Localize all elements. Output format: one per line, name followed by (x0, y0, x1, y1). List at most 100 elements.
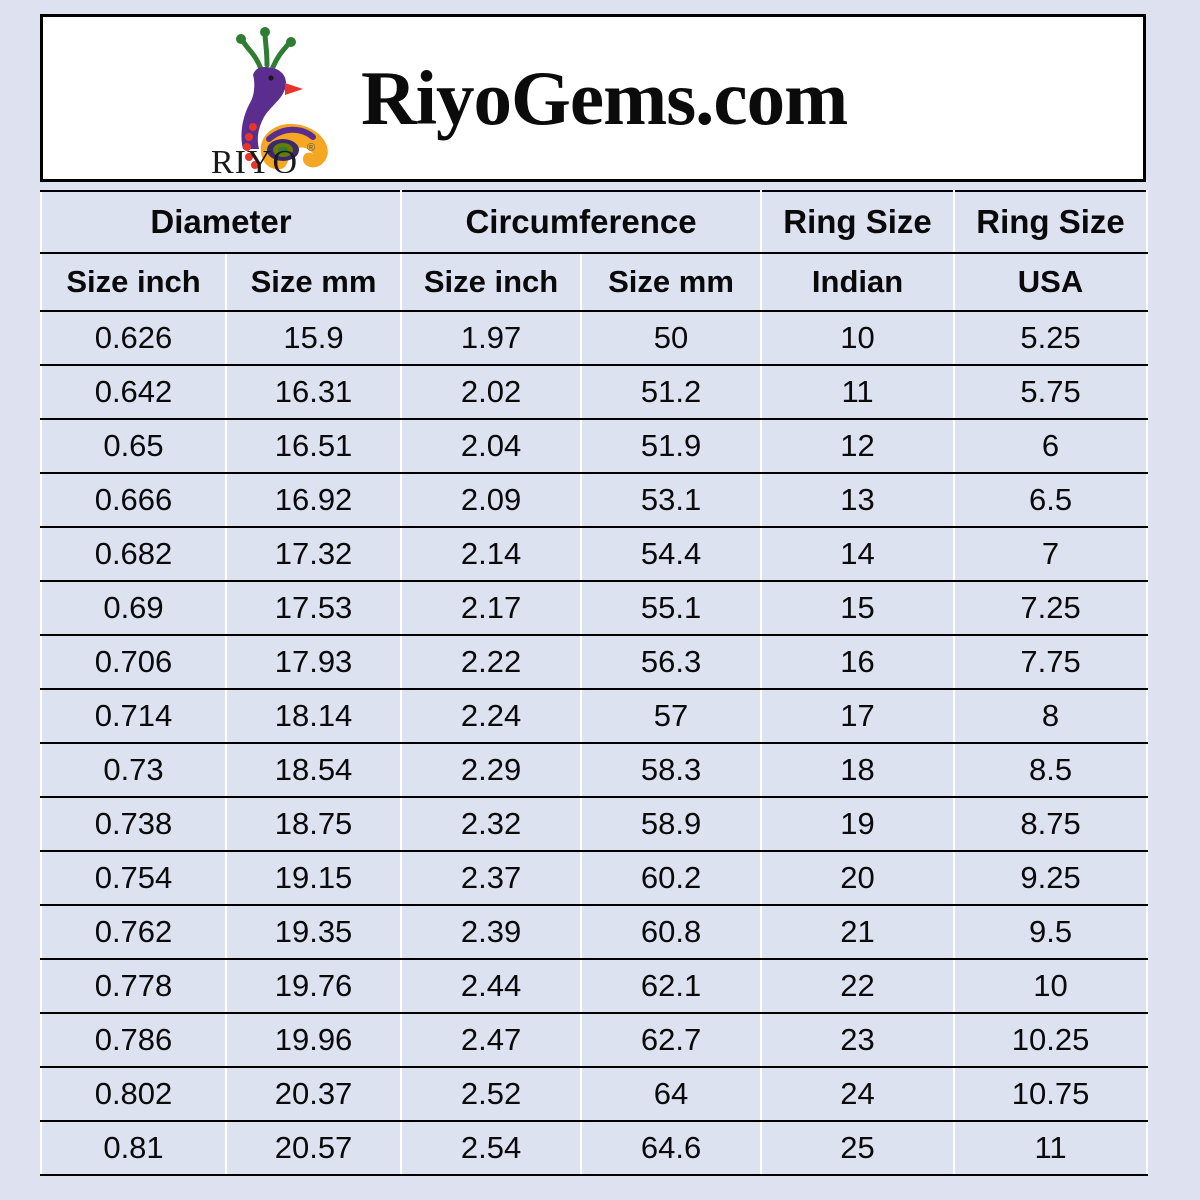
cell-ring-size-usa: 5.75 (953, 364, 1149, 420)
cell-diameter-inch: 0.754 (40, 850, 227, 906)
cell-diameter-mm: 19.96 (224, 1012, 403, 1068)
ring-size-table: Diameter Circumference Ring Size Ring Si… (39, 190, 1149, 1176)
cell-ring-size-usa: 10.75 (953, 1066, 1149, 1122)
table-row: 0.802 20.37 2.52 64 24 10.75 (40, 1066, 1149, 1122)
cell-diameter-mm: 17.53 (224, 580, 403, 636)
cell-circumference-inch: 2.47 (400, 1012, 583, 1068)
cell-circumference-inch: 2.09 (400, 472, 583, 528)
cell-circumference-mm: 57 (580, 688, 763, 744)
group-header-diameter: Diameter (39, 190, 403, 254)
table-row: 0.754 19.15 2.37 60.2 20 9.25 (40, 850, 1149, 906)
cell-ring-size-indian: 14 (760, 526, 956, 582)
table-row: 0.642 16.31 2.02 51.2 11 5.75 (40, 364, 1149, 420)
sub-header-circumference-inch: Size inch (400, 252, 583, 312)
cell-circumference-mm: 64 (580, 1066, 763, 1122)
cell-diameter-mm: 19.35 (224, 904, 403, 960)
table-row: 0.762 19.35 2.39 60.8 21 9.5 (40, 904, 1149, 960)
cell-circumference-inch: 2.39 (400, 904, 583, 960)
cell-circumference-mm: 60.8 (580, 904, 763, 960)
table-row: 0.786 19.96 2.47 62.7 23 10.25 (40, 1012, 1149, 1068)
brand-title: RiyoGems.com (361, 54, 848, 141)
cell-circumference-mm: 51.9 (580, 418, 763, 474)
cell-ring-size-indian: 20 (760, 850, 956, 906)
logo-wordmark: RIYO (211, 144, 298, 173)
cell-circumference-inch: 2.52 (400, 1066, 583, 1122)
cell-diameter-inch: 0.706 (40, 634, 227, 690)
cell-diameter-mm: 19.76 (224, 958, 403, 1014)
sub-header-diameter-mm: Size mm (224, 252, 403, 312)
table-body: 0.626 15.9 1.97 50 10 5.25 0.642 16.31 2.02 51.2 1… (40, 310, 1149, 1176)
group-header-circumference: Circumference (400, 190, 763, 254)
sub-header-diameter-inch: Size inch (40, 252, 227, 312)
cell-circumference-mm: 51.2 (580, 364, 763, 420)
cell-circumference-inch: 2.44 (400, 958, 583, 1014)
table-row: 0.81 20.57 2.54 64.6 25 11 (40, 1120, 1149, 1176)
riyo-peacock-logo: RIYO ® (203, 23, 343, 173)
cell-circumference-mm: 64.6 (580, 1120, 763, 1176)
cell-circumference-mm: 54.4 (580, 526, 763, 582)
cell-ring-size-usa: 11 (953, 1120, 1149, 1176)
sub-header-usa: USA (953, 252, 1149, 312)
cell-diameter-inch: 0.69 (40, 580, 227, 636)
cell-ring-size-usa: 7.75 (953, 634, 1149, 690)
cell-circumference-mm: 58.9 (580, 796, 763, 852)
cell-diameter-mm: 15.9 (224, 310, 403, 366)
cell-circumference-inch: 2.29 (400, 742, 583, 798)
cell-diameter-inch: 0.666 (40, 472, 227, 528)
cell-diameter-mm: 18.54 (224, 742, 403, 798)
cell-ring-size-usa: 8.75 (953, 796, 1149, 852)
table-row: 0.738 18.75 2.32 58.9 19 8.75 (40, 796, 1149, 852)
cell-diameter-inch: 0.642 (40, 364, 227, 420)
cell-diameter-mm: 17.93 (224, 634, 403, 690)
cell-circumference-inch: 2.14 (400, 526, 583, 582)
cell-ring-size-usa: 9.25 (953, 850, 1149, 906)
cell-diameter-mm: 18.14 (224, 688, 403, 744)
group-header-ring-size-indian: Ring Size (760, 190, 956, 254)
cell-circumference-inch: 2.54 (400, 1120, 583, 1176)
cell-ring-size-usa: 10.25 (953, 1012, 1149, 1068)
cell-diameter-inch: 0.81 (40, 1120, 227, 1176)
cell-circumference-inch: 1.97 (400, 310, 583, 366)
cell-ring-size-usa: 8.5 (953, 742, 1149, 798)
cell-ring-size-usa: 6.5 (953, 472, 1149, 528)
cell-circumference-mm: 60.2 (580, 850, 763, 906)
cell-ring-size-indian: 16 (760, 634, 956, 690)
cell-circumference-mm: 62.1 (580, 958, 763, 1014)
cell-ring-size-indian: 19 (760, 796, 956, 852)
table-row: 0.69 17.53 2.17 55.1 15 7.25 (40, 580, 1149, 636)
cell-circumference-inch: 2.02 (400, 364, 583, 420)
cell-ring-size-usa: 8 (953, 688, 1149, 744)
cell-ring-size-usa: 10 (953, 958, 1149, 1014)
table-row: 0.778 19.76 2.44 62.1 22 10 (40, 958, 1149, 1014)
cell-circumference-mm: 58.3 (580, 742, 763, 798)
cell-diameter-inch: 0.65 (40, 418, 227, 474)
cell-diameter-mm: 16.51 (224, 418, 403, 474)
sub-header-row: Size inch Size mm Size inch Size mm Indi… (40, 252, 1149, 312)
cell-circumference-mm: 53.1 (580, 472, 763, 528)
cell-ring-size-usa: 6 (953, 418, 1149, 474)
cell-circumference-inch: 2.22 (400, 634, 583, 690)
sub-header-circumference-mm: Size mm (580, 252, 763, 312)
table-head: Diameter Circumference Ring Size Ring Si… (39, 190, 1149, 312)
cell-diameter-inch: 0.626 (40, 310, 227, 366)
cell-diameter-inch: 0.778 (40, 958, 227, 1014)
cell-diameter-inch: 0.802 (40, 1066, 227, 1122)
cell-ring-size-indian: 24 (760, 1066, 956, 1122)
cell-diameter-mm: 20.37 (224, 1066, 403, 1122)
brand-header: RIYO ® RiyoGems.com (40, 14, 1146, 182)
cell-ring-size-usa: 5.25 (953, 310, 1149, 366)
table-row: 0.682 17.32 2.14 54.4 14 7 (40, 526, 1149, 582)
cell-diameter-mm: 18.75 (224, 796, 403, 852)
cell-circumference-inch: 2.04 (400, 418, 583, 474)
cell-ring-size-indian: 10 (760, 310, 956, 366)
cell-ring-size-indian: 11 (760, 364, 956, 420)
cell-ring-size-indian: 13 (760, 472, 956, 528)
table-row: 0.666 16.92 2.09 53.1 13 6.5 (40, 472, 1149, 528)
cell-diameter-mm: 16.31 (224, 364, 403, 420)
group-header-row: Diameter Circumference Ring Size Ring Si… (39, 190, 1149, 254)
cell-circumference-inch: 2.32 (400, 796, 583, 852)
cell-diameter-mm: 20.57 (224, 1120, 403, 1176)
table-row: 0.73 18.54 2.29 58.3 18 8.5 (40, 742, 1149, 798)
cell-circumference-inch: 2.24 (400, 688, 583, 744)
